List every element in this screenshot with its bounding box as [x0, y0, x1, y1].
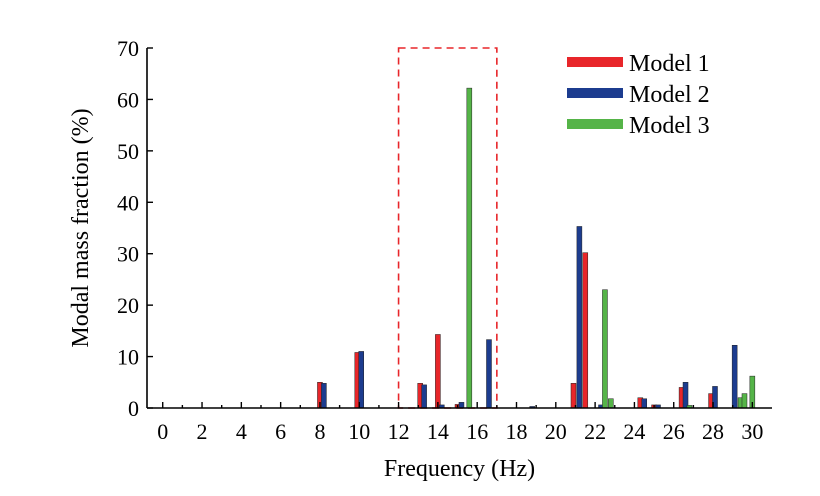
bar-model-3-1 [602, 289, 608, 409]
x-tick-label-10: 10 [348, 419, 370, 444]
x-tick-label-0: 0 [157, 419, 168, 444]
bar-model-2-13 [731, 345, 738, 409]
y-tick-label-70: 70 [117, 36, 139, 61]
legend: Model 1 Model 2 Model 3 [567, 51, 710, 139]
bar-model-1-6 [582, 252, 589, 409]
bar-model-2-2 [421, 384, 427, 409]
x-tick-label-18: 18 [505, 419, 527, 444]
bar-model-2-4 [458, 402, 465, 409]
legend-swatch-model-3 [567, 119, 623, 129]
legend-swatch-model-2 [567, 88, 623, 98]
legend-swatch-model-1 [567, 57, 623, 67]
x-tick-label-4: 4 [236, 419, 247, 444]
x-axis-title: Frequency (Hz) [384, 456, 535, 482]
x-tick-label-6: 6 [275, 419, 286, 444]
x-tick-label-22: 22 [584, 419, 606, 444]
bar-model-3-2 [608, 398, 614, 409]
x-tick-label-12: 12 [388, 419, 410, 444]
x-tick-label-30: 30 [741, 419, 763, 444]
legend-label-model-1: Model 1 [629, 51, 710, 77]
y-tick-label-10: 10 [117, 345, 139, 370]
bar-model-2-7 [576, 226, 583, 409]
x-tick-label-14: 14 [427, 419, 449, 444]
bar-model-1-3 [435, 334, 441, 409]
legend-label-model-2: Model 2 [629, 82, 710, 108]
y-tick-label-60: 60 [117, 87, 139, 112]
legend-label-model-3: Model 3 [629, 113, 710, 139]
x-tick-label-20: 20 [545, 419, 567, 444]
y-tick-label-30: 30 [117, 242, 139, 267]
x-tick-label-26: 26 [663, 419, 685, 444]
y-tick-label-40: 40 [117, 190, 139, 215]
y-tick-label-0: 0 [128, 396, 139, 421]
x-tick-label-16: 16 [466, 419, 488, 444]
x-tick-label-24: 24 [623, 419, 645, 444]
x-tick-label-2: 2 [197, 419, 208, 444]
y-axis-title: Modal mass fraction (%) [68, 108, 94, 347]
bar-model-2-1 [358, 351, 364, 409]
y-tick-label-50: 50 [117, 139, 139, 164]
bar-model-2-0 [321, 383, 327, 409]
bar-model-3-0 [466, 87, 473, 409]
bar-model-3-5 [741, 393, 748, 409]
bar-model-2-9 [641, 398, 647, 409]
bar-model-1-5 [570, 383, 577, 409]
bar-model-2-5 [486, 339, 492, 409]
bar-model-2-11 [682, 382, 689, 409]
y-tick-label-20: 20 [117, 293, 139, 318]
x-tick-label-28: 28 [702, 419, 724, 444]
x-tick-label-8: 8 [314, 419, 325, 444]
